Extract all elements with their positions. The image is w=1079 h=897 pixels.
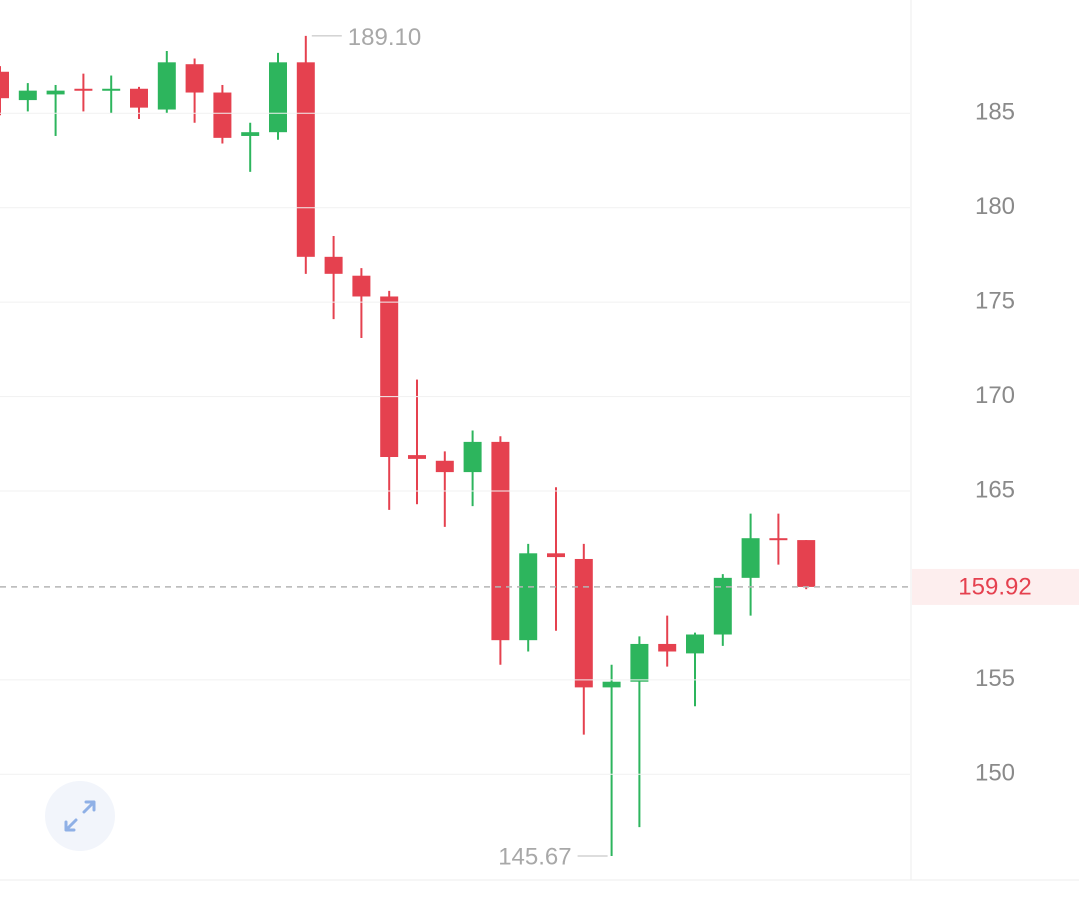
candle-body xyxy=(296,62,315,257)
candle-body xyxy=(797,540,816,587)
expand-button-bg[interactable] xyxy=(45,781,115,851)
candle-body xyxy=(352,275,371,297)
candle-body xyxy=(713,577,732,635)
max-label: 189.10 xyxy=(348,24,421,51)
last-price-label: 159.92 xyxy=(958,573,1031,600)
plot-area xyxy=(0,35,816,857)
y-tick-label: 175 xyxy=(975,287,1015,314)
y-tick-label: 185 xyxy=(975,99,1015,126)
y-tick-label: 170 xyxy=(975,382,1015,409)
candle-body xyxy=(602,681,621,688)
candle-body xyxy=(519,553,538,641)
candle-body xyxy=(213,92,232,138)
candle-body xyxy=(185,64,204,93)
candle-body xyxy=(408,455,426,459)
candle-body xyxy=(491,441,510,641)
expand-button[interactable] xyxy=(45,781,115,851)
candle-body xyxy=(269,62,287,133)
candle-body xyxy=(741,538,760,578)
candle-body xyxy=(547,553,565,558)
candle-body xyxy=(241,132,260,136)
candle-body xyxy=(435,460,454,473)
candle-body xyxy=(18,90,37,101)
expand-icon[interactable] xyxy=(64,800,96,832)
candle-body xyxy=(686,634,704,654)
candle-body xyxy=(102,88,121,91)
candle-body xyxy=(46,90,65,95)
y-tick-label: 165 xyxy=(975,476,1015,503)
candle-body xyxy=(74,88,93,91)
candle-body xyxy=(769,538,788,541)
candle-body xyxy=(463,441,482,473)
candle-body xyxy=(157,62,176,110)
candle-body xyxy=(324,256,343,274)
candle-body xyxy=(658,643,677,652)
y-tick-label: 180 xyxy=(975,193,1015,220)
candle-body xyxy=(130,88,148,108)
candle-body xyxy=(574,558,593,688)
y-tick-label: 150 xyxy=(975,760,1015,787)
last-price-bg xyxy=(912,568,1079,605)
candle-body xyxy=(0,71,9,99)
candle-body xyxy=(380,296,399,457)
min-label: 145.67 xyxy=(498,843,571,870)
y-tick-label: 155 xyxy=(975,665,1015,692)
candle-body xyxy=(630,643,649,682)
